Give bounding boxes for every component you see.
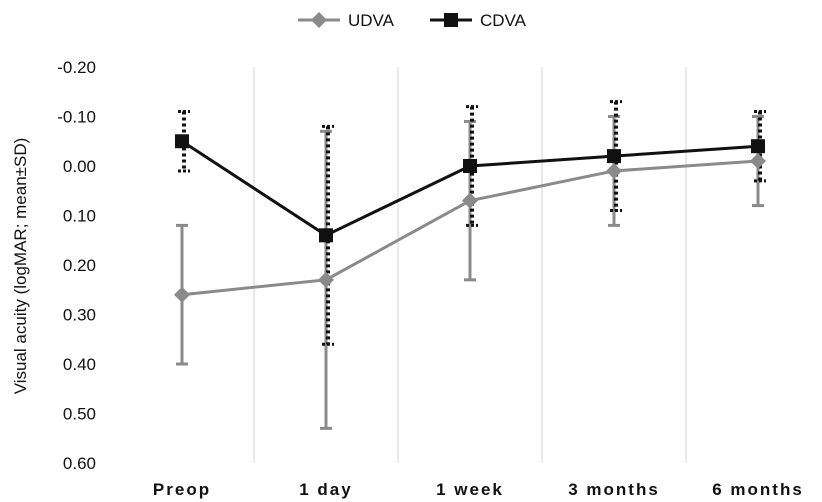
cdva-point	[607, 149, 621, 164]
udva-point	[462, 192, 478, 209]
x-axis-ticks: Preop 1 day 1 week 3 months 6 months	[153, 480, 804, 499]
x-tick-label: 1 week	[436, 480, 504, 499]
x-tick-label: 1 day	[299, 480, 352, 499]
cdva-point	[463, 159, 477, 173]
y-tick-label: 0.30	[63, 306, 96, 325]
legend-marker	[444, 13, 458, 27]
cdva-point	[319, 228, 333, 243]
cdva-error-bar	[754, 110, 766, 183]
y-axis-title: Visual acuity (logMAR; mean±SD)	[11, 138, 30, 395]
y-tick-label: -0.20	[57, 58, 96, 77]
cdva-error-bar	[178, 110, 190, 173]
y-tick-label: -0.10	[57, 108, 96, 127]
series-markers	[174, 134, 766, 303]
udva-point	[318, 271, 334, 288]
udva-point	[750, 153, 766, 170]
grid	[253, 67, 687, 463]
x-tick-label: 3 months	[568, 480, 660, 499]
y-tick-label: 0.20	[63, 256, 96, 275]
udva-point	[606, 162, 622, 179]
legend-marker	[311, 12, 327, 28]
legend-item-udva: UDVA	[298, 11, 395, 30]
cdva-point	[751, 139, 765, 154]
y-tick-label: 0.00	[63, 157, 96, 176]
y-tick-label: 0.50	[63, 405, 96, 424]
y-tick-label: 0.10	[63, 207, 96, 226]
cdva-point	[175, 134, 189, 149]
x-tick-label: Preop	[153, 480, 211, 499]
legend-item-cdva: CDVA	[430, 11, 527, 30]
y-axis-ticks: -0.20 -0.10 0.00 0.10 0.20 0.30 0.40 0.50 0.60	[57, 58, 96, 473]
legend: UDVA CDVA	[298, 11, 527, 30]
legend-label: UDVA	[348, 11, 395, 30]
legend-label: CDVA	[480, 11, 527, 30]
udva-point	[174, 286, 190, 303]
y-tick-label: 0.40	[63, 355, 96, 374]
x-tick-label: 6 months	[712, 480, 804, 499]
y-tick-label: 0.60	[63, 454, 96, 473]
